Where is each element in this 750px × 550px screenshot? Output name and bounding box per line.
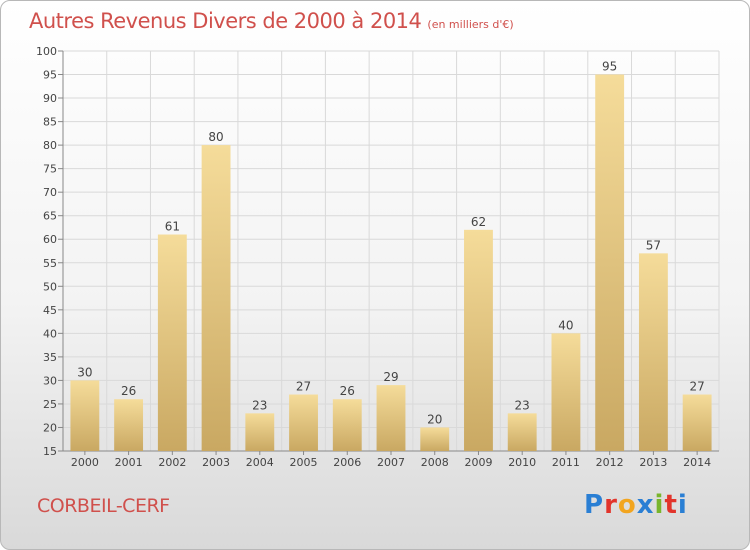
bar [201,145,231,451]
data-label: 95 [602,60,617,74]
x-tick-label: 2000 [71,456,99,469]
x-tick-label: 2011 [552,456,580,469]
y-tick-label: 45 [43,304,57,317]
data-label: 80 [208,130,223,144]
x-tick-label: 2010 [508,456,536,469]
chart-title: Autres Revenus Divers de 2000 à 2014 (en … [29,9,514,33]
x-tick-label: 2006 [333,456,361,469]
x-tick-label: 2005 [290,456,318,469]
bar [289,394,318,451]
y-tick-label: 25 [43,398,57,411]
x-tick-label: 2007 [377,456,405,469]
y-tick-label: 65 [43,210,57,223]
y-tick-label: 100 [36,45,57,58]
bar [70,380,100,451]
brand-letter: r [604,490,618,520]
y-tick-label: 80 [43,139,57,152]
x-tick-label: 2002 [158,456,186,469]
brand-letter: P [584,490,605,520]
bar [157,234,187,451]
title-main: Autres Revenus Divers de 2000 à 2014 [29,9,422,33]
y-tick-label: 35 [43,351,57,364]
bar [551,333,581,451]
bar [420,427,450,451]
brand-letter: o [617,490,637,520]
y-tick-label: 20 [43,421,57,434]
bar [464,229,493,451]
data-label: 23 [515,398,530,412]
y-tick-label: 90 [43,92,57,105]
y-tick-label: 30 [43,374,57,387]
data-label: 27 [296,380,311,394]
brand-letter: i [677,490,688,520]
data-label: 40 [558,318,573,332]
y-tick-label: 15 [43,445,57,458]
bars [70,74,712,451]
data-label: 57 [646,238,661,252]
bar [507,413,537,451]
labels: 15 20 25 30 35 40 45 50 55 60 65 70 75 80 85 90 95 100 30 2… [36,45,711,469]
y-tick-label: 55 [43,257,57,270]
y-tick-label: 95 [43,69,57,82]
data-label: 27 [689,380,704,394]
x-tick-label: 2009 [464,456,492,469]
bar [682,394,712,451]
proxiti-logo: Proxiti [584,490,688,520]
x-tick-label: 2001 [115,456,143,469]
brand-letter: t [664,490,678,520]
y-tick-label: 70 [43,186,57,199]
bar [114,399,144,451]
y-tick-label: 40 [43,327,57,340]
data-label: 29 [383,370,398,384]
brand-letter: x [636,490,655,520]
data-label: 26 [340,384,355,398]
x-tick-label: 2013 [639,456,667,469]
x-tick-label: 2004 [246,456,274,469]
data-label: 20 [427,412,442,426]
x-tick-label: 2008 [421,456,449,469]
y-tick-label: 60 [43,233,57,246]
y-tick-label: 75 [43,163,57,176]
bar [595,74,625,451]
data-label: 61 [165,220,180,234]
y-tick-label: 50 [43,280,57,293]
data-label: 30 [77,365,92,379]
x-tick-label: 2003 [202,456,230,469]
bar [376,385,406,451]
title-unit: (en milliers d'€) [427,18,514,31]
bar [245,413,275,451]
data-label: 62 [471,215,486,229]
x-tick-label: 2014 [683,456,711,469]
data-label: 26 [121,384,136,398]
commune-name: CORBEIL-CERF [37,495,170,517]
bar [332,399,362,451]
brand-letter: i [654,490,665,520]
bar [638,253,668,451]
x-tick-label: 2012 [596,456,624,469]
y-tick-label: 85 [43,116,57,129]
data-label: 23 [252,398,267,412]
